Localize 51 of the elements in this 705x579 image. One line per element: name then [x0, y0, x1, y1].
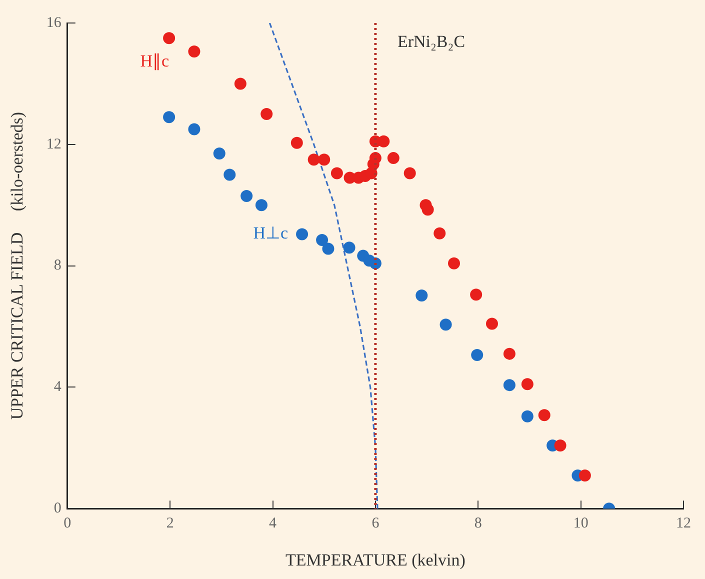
point — [521, 378, 534, 390]
point — [471, 349, 484, 362]
x-tick-label: 8 — [474, 516, 482, 532]
point — [387, 152, 400, 164]
point — [322, 242, 334, 255]
x-tick-label: 6 — [372, 516, 380, 532]
series-label: H∥c — [140, 52, 170, 71]
series-label: H⊥c — [253, 224, 288, 243]
point — [503, 379, 516, 392]
point — [343, 242, 356, 254]
point — [554, 439, 566, 452]
point — [521, 410, 534, 422]
y-tick-label: 0 — [54, 500, 62, 517]
point — [318, 154, 330, 166]
point — [188, 46, 200, 58]
point — [290, 136, 303, 149]
point — [316, 234, 328, 246]
point — [240, 190, 253, 202]
point — [503, 348, 516, 360]
y-tick-label: 12 — [46, 136, 62, 152]
y-tick-label: 4 — [54, 379, 62, 396]
point — [578, 470, 591, 482]
point — [330, 167, 343, 180]
point — [234, 78, 246, 90]
point — [434, 227, 446, 240]
x-axis-title: TEMPERATURE (kelvin) — [285, 550, 466, 570]
point — [440, 318, 452, 331]
x-tick-label: 4 — [269, 516, 278, 532]
point — [404, 167, 416, 180]
y-tick-label: 8 — [54, 258, 62, 274]
x-tick-label: 2 — [166, 516, 174, 532]
point — [470, 288, 482, 301]
point — [296, 228, 308, 240]
point — [260, 108, 273, 120]
point — [416, 290, 428, 302]
point — [163, 111, 176, 124]
point — [448, 257, 460, 270]
point — [308, 154, 320, 166]
y-axis-title: UPPER CRITICAL FIELD (kilo-oersteds) — [8, 112, 27, 420]
point — [163, 32, 176, 44]
y-tick-label: 16 — [46, 14, 62, 31]
point — [213, 148, 226, 160]
point — [255, 199, 268, 212]
point — [224, 168, 236, 181]
x-tick-label: 10 — [573, 516, 588, 532]
annotation: ErNi₂B₂C — [397, 32, 466, 51]
point — [538, 409, 550, 422]
point — [422, 204, 434, 216]
x-tick-label: 12 — [676, 516, 691, 532]
point — [486, 318, 498, 330]
point — [188, 123, 200, 136]
